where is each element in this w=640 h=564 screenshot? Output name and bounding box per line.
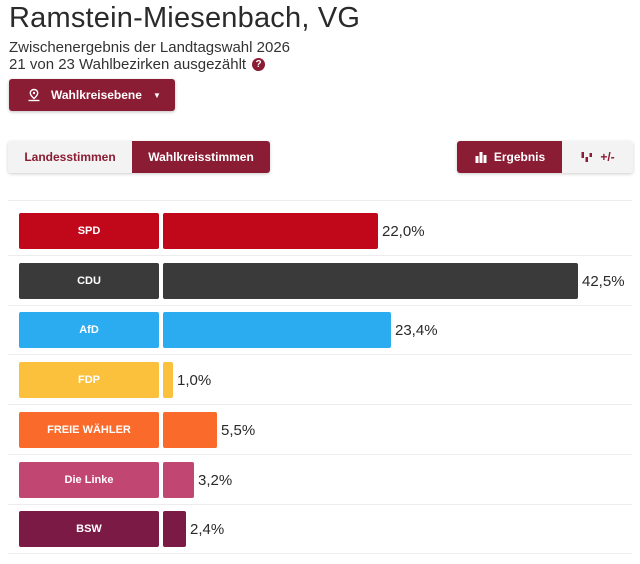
party-label: Die Linke (19, 462, 159, 498)
result-bar (163, 511, 186, 547)
chevron-down-icon: ▼ (152, 90, 161, 100)
diff-chart-icon (581, 152, 593, 162)
results-bar-chart: SPD 22,0% CDU 42,5% AfD 23,4% FDP 1,0% FREIE WÄH… (0, 200, 640, 560)
row-divider (8, 454, 632, 455)
result-value-label: 2,4% (190, 520, 225, 538)
row-divider (8, 404, 632, 405)
view-toggle: Ergebnis +/- (457, 141, 633, 173)
result-bar (163, 213, 378, 249)
party-label: SPD (19, 213, 159, 249)
row-divider (8, 305, 632, 306)
page-title: Ramstein-Miesenbach, VG (9, 2, 361, 34)
level-dropdown-label: Wahlkreisebene (51, 88, 142, 102)
row-divider (8, 354, 632, 355)
level-dropdown-button[interactable]: Wahlkreisebene ▼ (9, 79, 175, 111)
vote-type-toggle: Landesstimmen Wahlkreisstimmen (8, 141, 270, 173)
result-bar (163, 362, 173, 398)
tab-ergebnis[interactable]: Ergebnis (457, 141, 562, 173)
tab-difference-label: +/- (600, 150, 615, 164)
tab-difference[interactable]: +/- (562, 141, 633, 173)
result-value-label: 3,2% (198, 471, 233, 489)
counting-progress-text: 21 von 23 Wahlbezirken ausgezählt (9, 56, 247, 73)
result-value-label: 42,5% (582, 272, 625, 290)
party-label: CDU (19, 263, 159, 299)
help-icon[interactable]: ? (252, 58, 266, 71)
row-divider (8, 504, 632, 505)
result-bar (163, 412, 217, 448)
result-bar (163, 263, 578, 299)
map-marker-icon (28, 88, 40, 102)
result-bar (163, 462, 194, 498)
tab-wahlkreisstimmen[interactable]: Wahlkreisstimmen (132, 141, 270, 173)
result-value-label: 1,0% (177, 371, 212, 389)
chart-background (8, 200, 632, 556)
result-value-label: 5,5% (221, 421, 256, 439)
result-bar (163, 312, 391, 348)
party-label: BSW (19, 511, 159, 547)
row-divider (8, 553, 632, 554)
bar-chart-icon (475, 152, 487, 163)
party-label: FREIE WÄHLER (19, 412, 159, 448)
tab-landesstimmen[interactable]: Landesstimmen (8, 141, 132, 173)
result-value-label: 23,4% (395, 321, 438, 339)
tab-ergebnis-label: Ergebnis (493, 150, 546, 164)
result-value-label: 22,0% (382, 222, 425, 240)
party-label: AfD (19, 312, 159, 348)
party-label: FDP (19, 362, 159, 398)
election-subtitle: Zwischenergebnis der Landtagswahl 2026 (9, 39, 291, 56)
counting-progress: 21 von 23 Wahlbezirken ausgezählt ? (9, 56, 266, 73)
row-divider (8, 255, 632, 256)
